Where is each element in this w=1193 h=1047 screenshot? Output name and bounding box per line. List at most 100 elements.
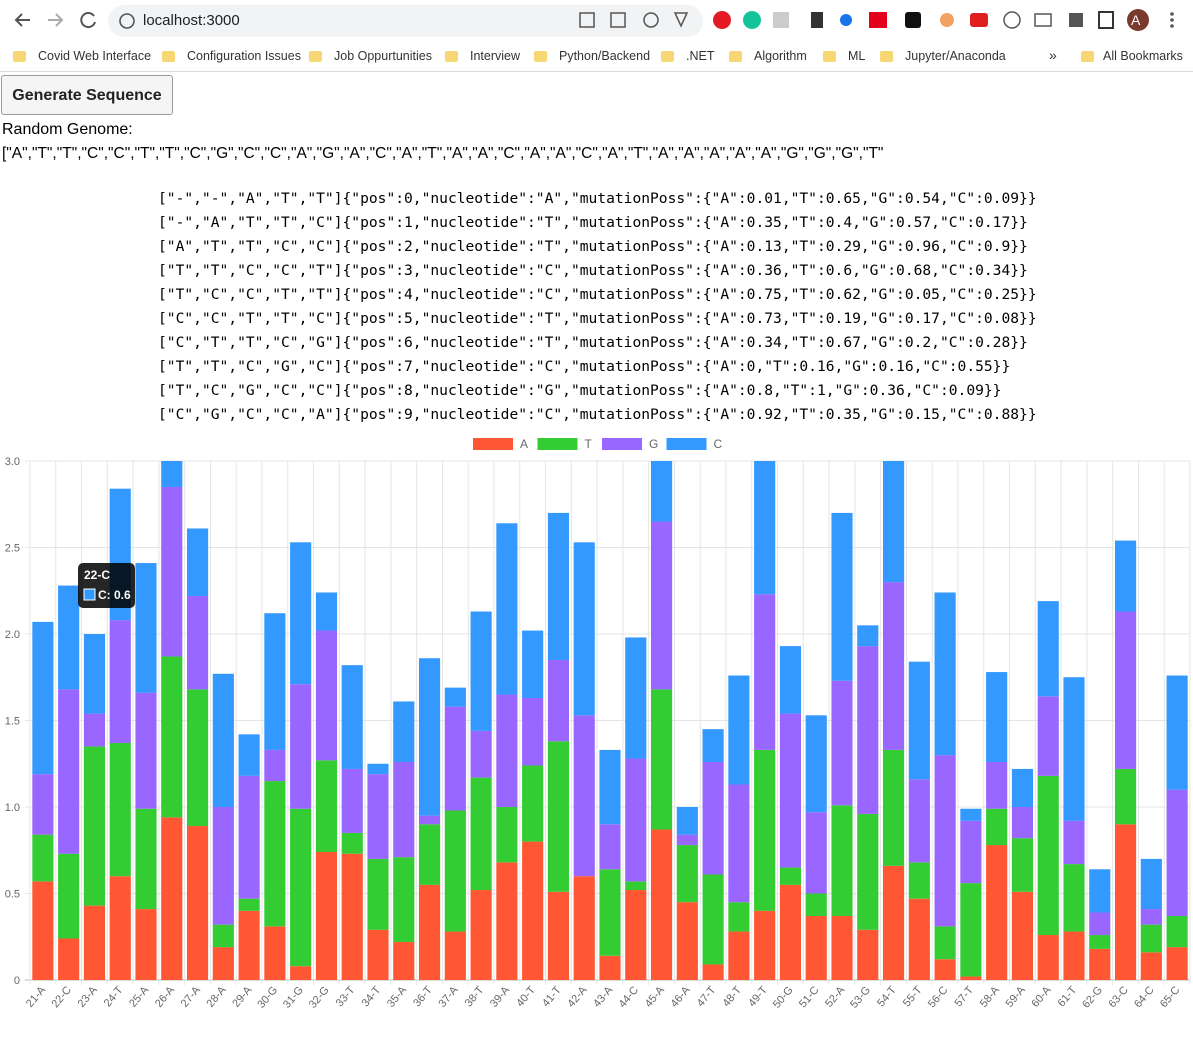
bar-segment xyxy=(418,884,441,980)
bar-segment xyxy=(1063,864,1085,932)
mutation-line: ["T","T","C","G","C"]{"pos":7,"nucleotid… xyxy=(158,358,1011,375)
y-tick-label: 2.5 xyxy=(5,543,20,555)
x-tick-label: 54-T xyxy=(875,984,899,1009)
bar-segment xyxy=(857,625,879,647)
bar-segment xyxy=(470,777,492,891)
x-tick-label: 25-A xyxy=(127,984,152,1010)
mutation-line: ["-","A","T","T","C"]{"pos":1,"nucleotid… xyxy=(158,214,1028,231)
legend-label: A xyxy=(520,437,528,451)
x-tick-label: 49-T xyxy=(746,984,770,1009)
bar-segment xyxy=(1166,675,1188,790)
bar-segment xyxy=(367,929,389,980)
folder-icon xyxy=(880,51,893,62)
bar-segment xyxy=(444,687,466,707)
bar-segment xyxy=(444,810,466,932)
bar-segment xyxy=(418,815,441,825)
bar-segment xyxy=(1011,807,1034,839)
generate-button[interactable]: Generate Sequence xyxy=(1,75,173,115)
x-tick-label: 36-T xyxy=(411,984,435,1009)
bar-segment xyxy=(83,634,106,714)
legend-swatch xyxy=(473,438,513,450)
bar-segment xyxy=(238,898,260,911)
x-tick-label: 63-C xyxy=(1106,984,1131,1010)
bar-segment xyxy=(599,955,621,980)
bars xyxy=(32,461,1188,980)
tooltip-swatch xyxy=(83,588,96,601)
bar-segment xyxy=(986,672,1008,763)
folder-icon xyxy=(823,51,836,62)
legend-label: G xyxy=(649,437,658,451)
bar-segment xyxy=(444,931,466,980)
x-tick-label: 59-A xyxy=(1004,984,1029,1010)
bar-segment xyxy=(625,890,647,980)
bookmark[interactable]: Covid Web Interface xyxy=(38,49,152,63)
bar-segment xyxy=(1089,935,1111,949)
all-bookmarks[interactable]: All Bookmarks xyxy=(1103,49,1183,63)
bar-segment xyxy=(135,692,157,809)
bar-segment xyxy=(444,706,466,811)
bar-segment xyxy=(238,910,260,980)
bar-segment xyxy=(238,775,260,899)
legend-swatch xyxy=(666,438,707,450)
extension-icons xyxy=(579,9,1174,31)
x-tick-label: 21-A xyxy=(24,984,49,1010)
tooltip-text: C: 0.6 xyxy=(98,588,131,602)
x-tick-label: 35-A xyxy=(385,984,410,1010)
bar-segment xyxy=(1114,824,1137,980)
url: localhost:3000 xyxy=(143,12,240,29)
folder-icon xyxy=(1081,51,1094,62)
bookmark[interactable]: Interview xyxy=(470,49,521,63)
bar-segment xyxy=(496,694,518,807)
address-bar[interactable] xyxy=(108,5,703,37)
folder-icon xyxy=(13,51,26,62)
bar-segment xyxy=(161,817,183,980)
bar-segment xyxy=(58,585,80,690)
bar-segment xyxy=(315,592,338,631)
bar-segment xyxy=(599,824,621,870)
x-tick-label: 45-A xyxy=(643,984,668,1010)
x-tick-label: 33-T xyxy=(334,984,358,1009)
bar-segment xyxy=(470,611,492,731)
bookmark[interactable]: Jupyter/Anaconda xyxy=(905,49,1006,63)
x-tick-label: 32-G xyxy=(307,984,332,1010)
x-tick-label: 46-A xyxy=(668,984,693,1010)
bar-segment xyxy=(754,594,776,750)
bar-segment xyxy=(960,820,982,884)
bookmark[interactable]: Algorithm xyxy=(754,49,807,63)
profile[interactable]: A xyxy=(1131,12,1141,28)
bookmark[interactable]: .NET xyxy=(686,49,715,63)
x-tick-label: 38-T xyxy=(463,984,487,1009)
bar-segment xyxy=(1011,891,1034,980)
bar-segment xyxy=(676,807,698,835)
bookmark[interactable]: Configuration Issues xyxy=(187,49,301,63)
bar-segment xyxy=(264,926,286,980)
legend-swatch xyxy=(602,438,642,450)
bar-segment xyxy=(135,563,157,693)
x-tick-label: 62-G xyxy=(1080,984,1105,1010)
bar-segment xyxy=(779,884,802,980)
bookmark[interactable]: Python/Backend xyxy=(559,49,651,63)
bar-segment xyxy=(83,713,106,747)
bar-segment xyxy=(32,834,54,882)
x-tick-label: 30-G xyxy=(255,984,280,1010)
x-tick-label: 61-T xyxy=(1056,984,1080,1009)
y-tick-label: 1.0 xyxy=(5,802,20,814)
bar-segment xyxy=(341,768,363,833)
legend-label: T xyxy=(585,437,593,451)
bar-segment xyxy=(805,915,827,980)
x-tick-label: 44-C xyxy=(617,984,642,1010)
bar-segment xyxy=(1140,858,1162,910)
bar-segment xyxy=(1166,789,1188,916)
legend-swatch xyxy=(537,438,578,450)
bar-segment xyxy=(599,869,621,956)
bar-segment xyxy=(1037,696,1059,776)
bar-segment xyxy=(857,813,879,930)
bar-segment xyxy=(1063,820,1085,865)
bar-segment xyxy=(831,915,853,980)
bar-segment xyxy=(728,931,750,980)
bookmark[interactable]: Job Oppurtunities xyxy=(334,49,432,63)
bookmark[interactable]: ML xyxy=(848,49,866,63)
bookmarks-more[interactable]: » xyxy=(1049,47,1057,63)
folder-icon xyxy=(534,51,547,62)
bar-segment xyxy=(393,701,415,763)
